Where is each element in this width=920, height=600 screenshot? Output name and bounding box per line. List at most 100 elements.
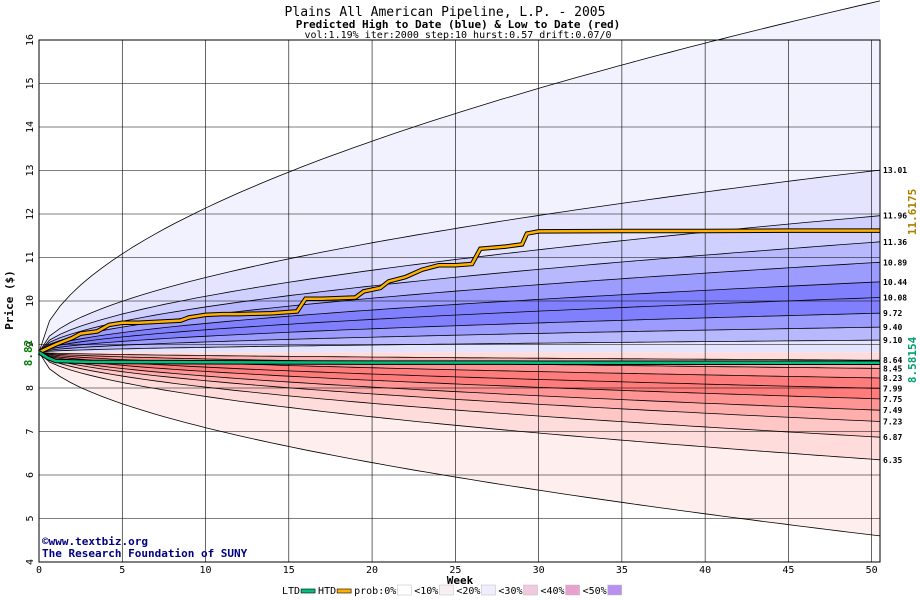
quantile-value-label: 7.23	[883, 417, 902, 426]
high-probability-band	[39, 313, 880, 353]
quantile-value-label: 10.89	[883, 258, 907, 267]
high-quantile-line	[38, 326, 881, 353]
legend-line-swatch	[300, 588, 316, 594]
high-probability-band	[39, 297, 880, 353]
y-tick-label: 10	[25, 295, 36, 307]
high-quantile-line	[38, 312, 881, 353]
chart-subtitle: Predicted High to Date (blue) & Low to D…	[296, 18, 621, 31]
y-tick-label: 7	[25, 428, 36, 434]
low-quantile-line	[38, 351, 881, 361]
quantile-value-label: 7.75	[883, 395, 902, 404]
y-tick-label: 4	[25, 559, 36, 565]
legend-label: <20%	[456, 586, 480, 597]
high-probability-band	[39, 262, 880, 353]
chart-parameters: vol:1.19% iter:2000 step:10 hurst:0.57 d…	[304, 30, 611, 41]
low-quantile-line	[38, 352, 881, 461]
y-tick-label: 11	[25, 251, 36, 263]
low-probability-band	[39, 352, 880, 438]
probability-bands	[39, 0, 880, 536]
high-probability-band	[39, 327, 880, 353]
quantile-value-label: 6.35	[883, 456, 902, 465]
legend-label: prob:0%	[354, 586, 396, 597]
plot-frame	[38, 39, 881, 563]
high-probability-band	[39, 281, 880, 353]
legend-label: HTD	[318, 586, 336, 597]
low-quantile-line	[38, 351, 881, 389]
y-tick-label: 6	[25, 472, 36, 478]
quantile-value-label: 11.36	[883, 238, 907, 247]
credit-site: ©www.textbiz.org	[42, 535, 148, 548]
low-probability-band	[39, 352, 880, 536]
high-quantile-line	[38, 297, 881, 353]
series-lines	[37, 228, 880, 365]
high-probability-band	[39, 340, 880, 353]
low-quantile-line	[38, 351, 881, 422]
quantile-value-labels: 9.10 9.40 9.72 10.08 10.44 10.89 11.36 11.96 13.…	[883, 166, 907, 465]
x-tick-label: 50	[866, 565, 878, 576]
quantile-value-label: 11.96	[883, 212, 907, 221]
y-tick-label: 9	[25, 341, 36, 347]
start-price-label: 8.82	[22, 340, 35, 367]
htd-line	[38, 229, 880, 354]
x-tick-label: 0	[36, 565, 42, 576]
y-tick-label: 5	[25, 515, 36, 521]
x-tick-label: 5	[119, 565, 125, 576]
y-tick-label: 16	[25, 34, 36, 46]
quantile-value-label: 8.23	[883, 374, 902, 383]
quantile-value-label: 9.10	[883, 336, 902, 345]
legend: LTD HTD prob:0% <10% <20% <30% <40% <50%	[282, 584, 622, 597]
low-probability-band	[39, 352, 880, 361]
low-probability-band	[39, 352, 880, 411]
high-quantile-line	[38, 281, 881, 353]
low-probability-band	[39, 352, 880, 460]
high-quantile-line	[38, 0, 881, 353]
legend-swatch	[397, 584, 412, 596]
x-tick-label: 25	[449, 565, 461, 576]
legend-line-swatch	[336, 588, 352, 594]
legend-swatch	[439, 584, 454, 596]
high-probability-band	[39, 170, 880, 353]
legend-label: LTD	[282, 586, 300, 597]
quantile-value-label: 10.08	[883, 294, 907, 303]
low-quantile-line	[38, 351, 881, 411]
y-tick-label: 15	[25, 77, 36, 89]
quantile-value-label: 7.49	[883, 406, 902, 415]
ltd-end-value-label: 8.58154	[906, 336, 919, 383]
ltd-line	[38, 351, 880, 364]
credit-organization: The Research Foundation of SUNY	[42, 547, 248, 560]
y-axis-label: Price ($)	[3, 270, 16, 330]
copyright-icon: ©	[42, 535, 49, 548]
x-tick-label: 20	[366, 565, 378, 576]
quantile-value-label: 13.01	[883, 166, 907, 175]
y-tick-label: 13	[25, 164, 36, 176]
x-tick-label: 45	[782, 565, 794, 576]
legend-label: <10%	[414, 586, 438, 597]
high-quantile-line	[38, 169, 881, 353]
x-tick-label: 15	[283, 565, 295, 576]
x-axis-label: Week	[447, 574, 474, 587]
low-probability-band	[39, 352, 880, 399]
quantile-value-label: 8.45	[883, 364, 902, 373]
low-quantile-line	[38, 351, 881, 438]
x-tick-label: 35	[616, 565, 628, 576]
y-tick-labels: 4 5 6 7 8 9 10 11 12 13 14 15 16	[25, 34, 36, 565]
y-tick-label: 14	[25, 121, 36, 133]
legend-label: <40%	[541, 586, 565, 597]
high-probability-band	[39, 215, 880, 353]
quantile-value-label: 10.44	[883, 278, 907, 287]
high-quantile-line	[38, 241, 881, 353]
x-tick-label: 30	[533, 565, 545, 576]
legend-label: <50%	[583, 586, 607, 597]
legend-swatch	[523, 584, 538, 596]
quantile-value-label: 6.87	[883, 433, 902, 442]
legend-label: <30%	[498, 586, 522, 597]
low-probability-band	[39, 352, 880, 378]
low-probability-band	[39, 352, 880, 389]
low-probability-band	[39, 352, 880, 422]
quantile-value-label: 7.99	[883, 384, 902, 393]
legend-swatch	[481, 584, 496, 596]
quantile-value-label: 9.72	[883, 309, 902, 318]
high-probability-band	[39, 241, 880, 353]
legend-swatch	[565, 584, 580, 596]
legend-swatch	[607, 584, 622, 596]
